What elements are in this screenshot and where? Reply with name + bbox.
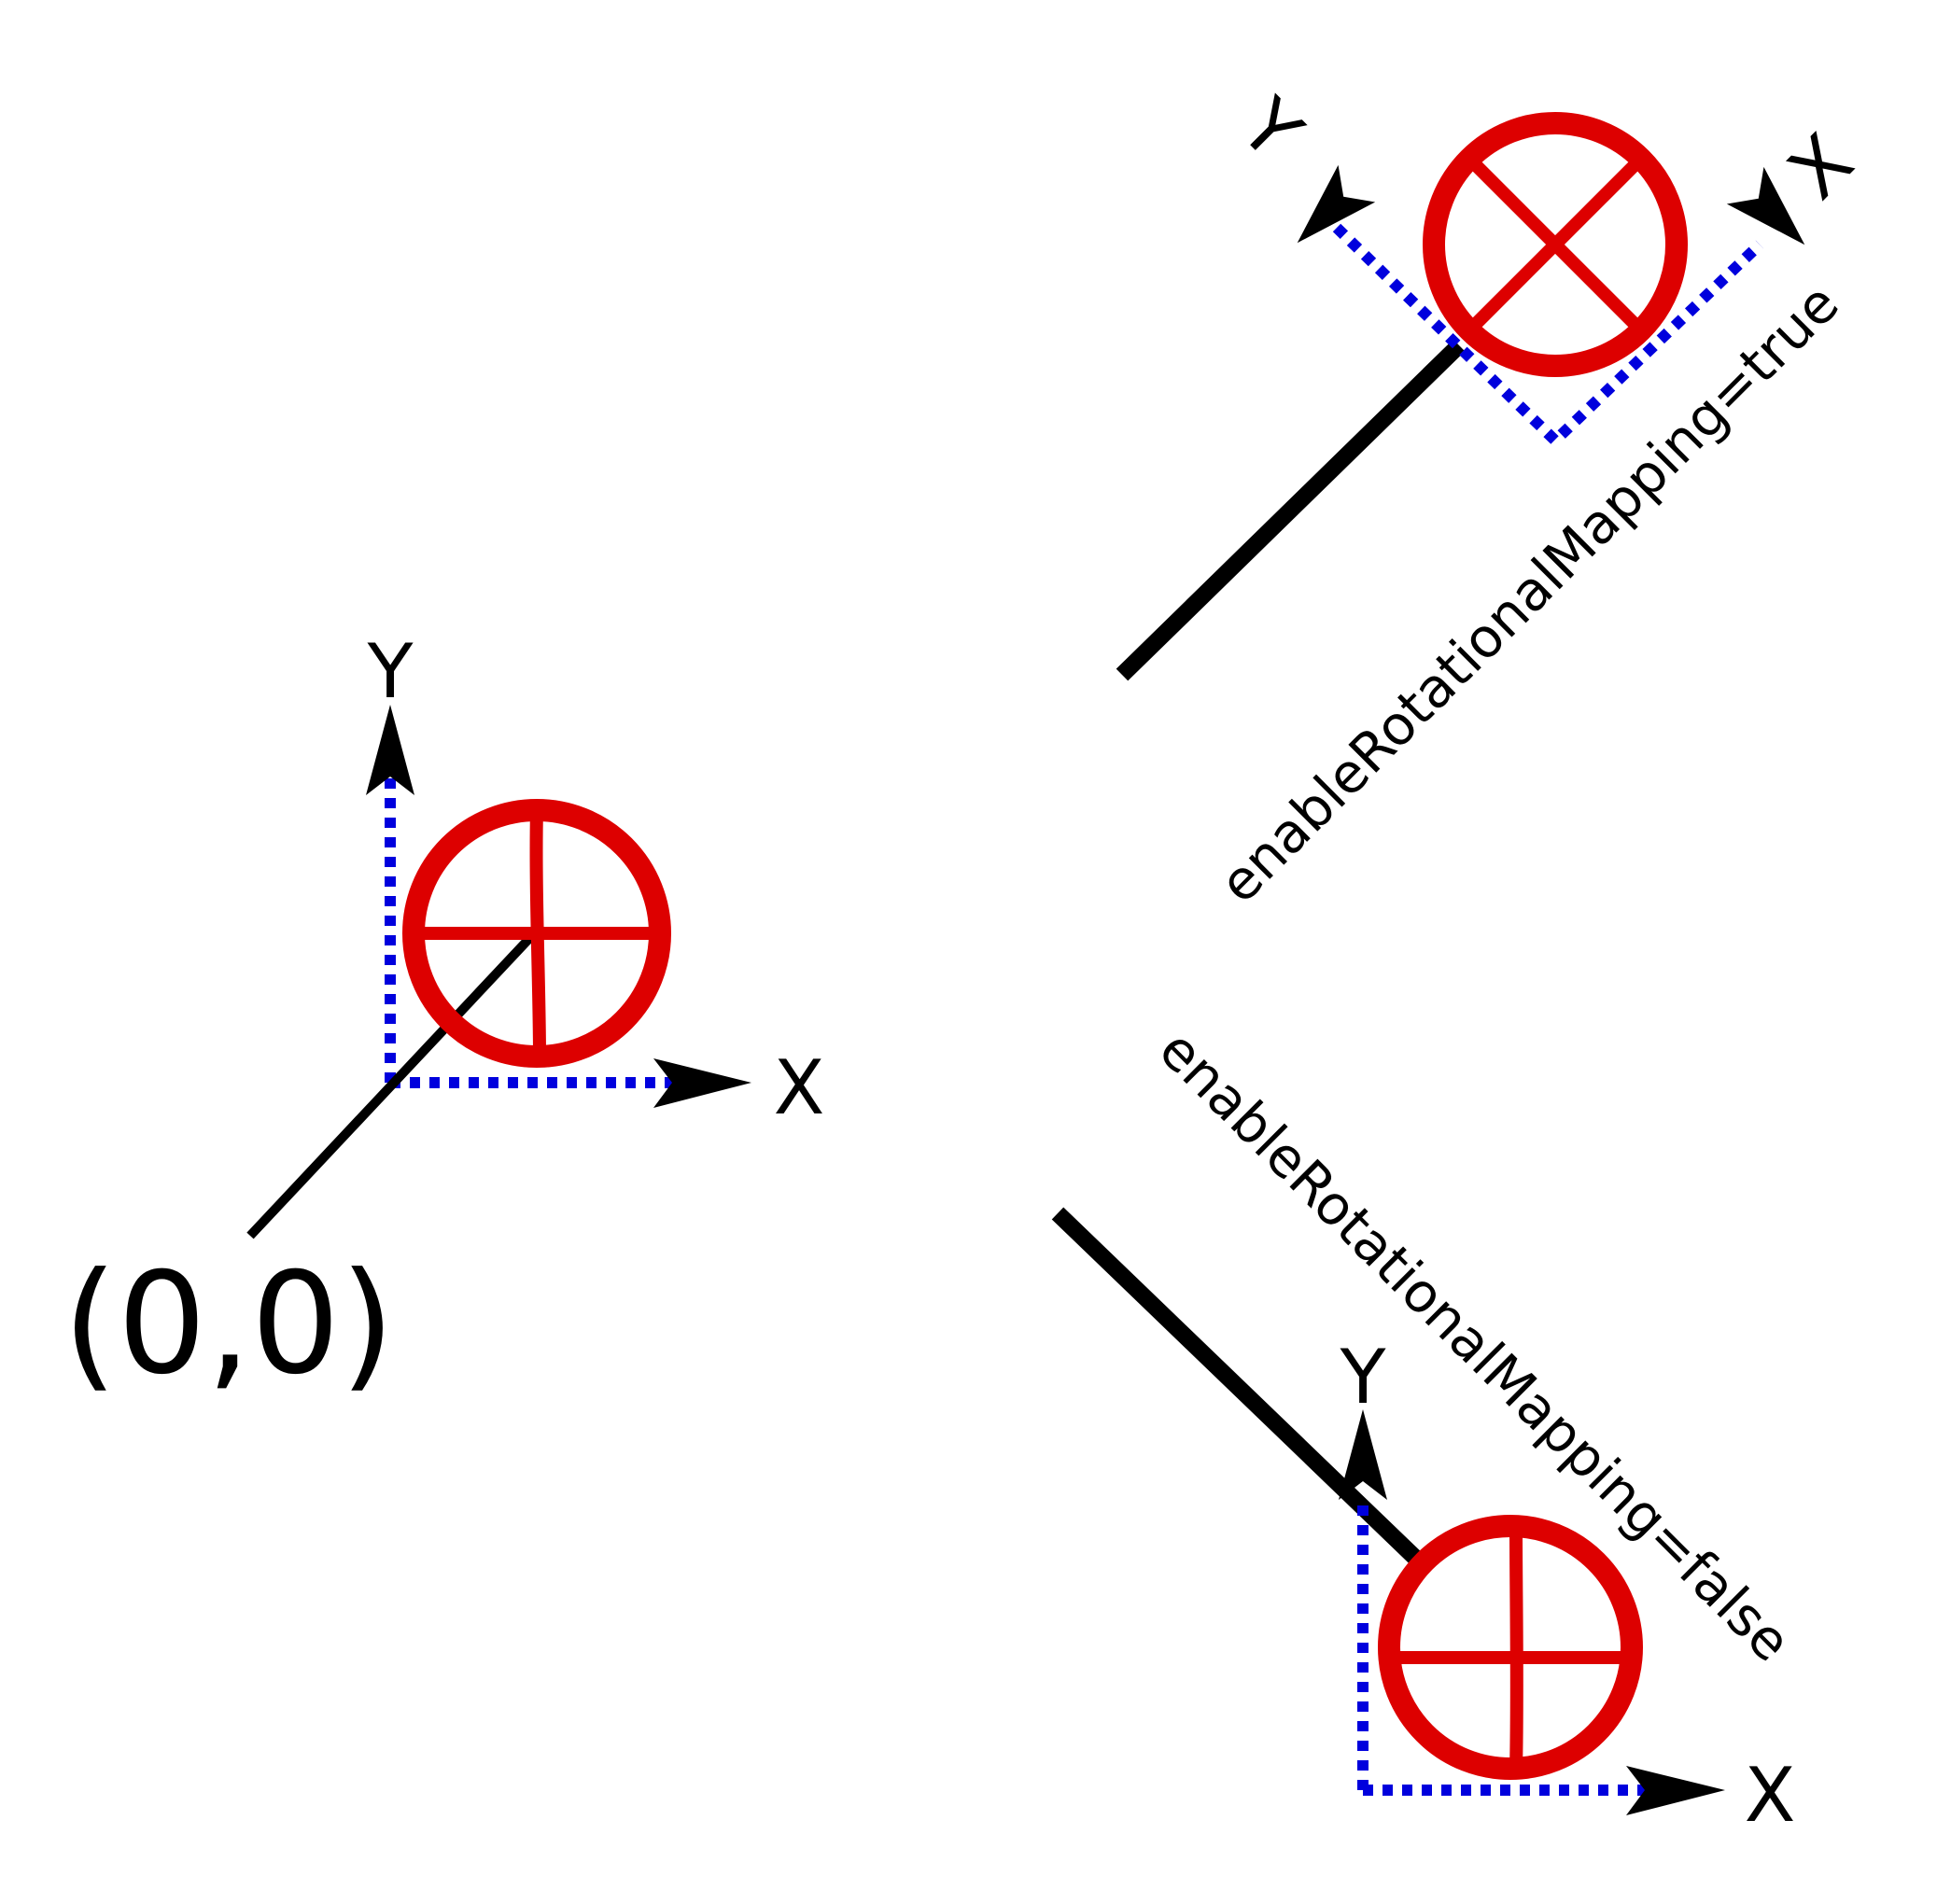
rotated-y-axis-label: Y (1224, 82, 1319, 177)
origin-x-arrowhead-icon (653, 1058, 751, 1108)
rotated-x-axis-label: X (1772, 118, 1870, 216)
origin-marker-icon (402, 799, 671, 1068)
unrotated-vector-line (1051, 1207, 1421, 1563)
unrotated-y-arrowhead-icon (1339, 1409, 1387, 1500)
rotated-vector-line (1116, 339, 1466, 681)
rotated-marker-icon (1423, 112, 1688, 377)
unrotated-case-caption: enableRotationalMapping=false (1147, 1017, 1804, 1673)
unrotated-marker-icon (1378, 1515, 1643, 1780)
rotated-y-arrowhead-icon (1297, 164, 1376, 244)
origin-group: Y X (0,0) (63, 628, 824, 1406)
origin-y-axis-label: Y (367, 628, 414, 715)
rotated-x-arrowhead-icon (1726, 166, 1805, 245)
unrotated-y-axis-label: Y (1340, 1334, 1387, 1421)
rotated-case-group: Y X enableRotationalMapping=true (1116, 82, 1870, 916)
unrotated-case-group: Y X enableRotationalMapping=false (1051, 1017, 1804, 1839)
origin-y-arrowhead-icon (366, 705, 414, 795)
origin-vector-line (246, 927, 540, 1239)
origin-x-axis-label: X (774, 1044, 825, 1131)
rotated-axes-dotted (1332, 223, 1764, 449)
unrotated-x-arrowhead-icon (1626, 1766, 1725, 1815)
origin-coordinate-label: (0,0) (63, 1243, 395, 1406)
unrotated-x-axis-label: X (1745, 1752, 1796, 1839)
